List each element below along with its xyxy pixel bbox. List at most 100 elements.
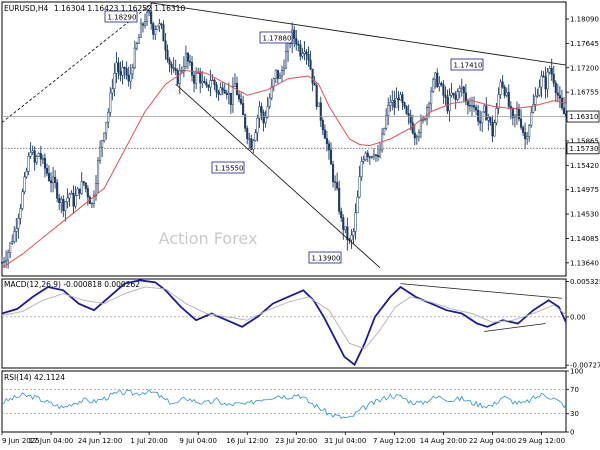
candle-body bbox=[19, 208, 22, 219]
candle-body bbox=[383, 127, 386, 135]
candle-body bbox=[62, 198, 65, 211]
candle-body bbox=[43, 157, 46, 169]
candle-body bbox=[135, 43, 138, 49]
candle-body bbox=[401, 94, 404, 103]
candle-body bbox=[548, 68, 551, 73]
price-frame bbox=[1, 1, 567, 277]
x-tick-label: 14 Aug 20:00 bbox=[420, 437, 467, 445]
candle-body bbox=[117, 62, 120, 72]
candle-body bbox=[203, 80, 206, 83]
candle-body bbox=[133, 47, 136, 68]
candle-body bbox=[450, 92, 453, 96]
candle-body bbox=[303, 51, 306, 54]
candle-body bbox=[37, 153, 40, 157]
candle-body bbox=[336, 182, 339, 189]
candle-body bbox=[123, 67, 126, 69]
candle-body bbox=[78, 188, 81, 194]
candle-body bbox=[309, 59, 312, 70]
candle-body bbox=[323, 129, 326, 139]
macd-panel: MACD(12,26,9) -0.000818 0.000262 bbox=[1, 279, 567, 367]
candle-body bbox=[517, 109, 521, 120]
price-y-tick-label: 1.15420 bbox=[570, 162, 599, 170]
candle-body bbox=[256, 117, 259, 133]
trendline bbox=[175, 83, 381, 269]
candle-body bbox=[409, 115, 412, 124]
candle-body bbox=[477, 109, 480, 122]
candle-body bbox=[317, 102, 320, 107]
rsi-panel: RSI(14) 42.1124 bbox=[1, 373, 567, 419]
candle-body bbox=[501, 81, 504, 88]
candle-body bbox=[452, 92, 455, 96]
candle-body bbox=[47, 173, 51, 181]
candle-body bbox=[436, 72, 439, 87]
candle-body bbox=[13, 231, 16, 242]
candle-body bbox=[103, 132, 106, 141]
price-y-tick-label: 1.17645 bbox=[570, 40, 599, 48]
candle-body bbox=[464, 92, 467, 101]
rsi-y-tick-label: 70 bbox=[570, 386, 579, 394]
candle-body bbox=[45, 168, 49, 174]
candle-body bbox=[350, 234, 353, 241]
candle-body bbox=[101, 140, 104, 148]
candle-body bbox=[530, 112, 533, 126]
candle-body bbox=[240, 98, 243, 104]
candle-body bbox=[489, 117, 492, 123]
candle-body bbox=[70, 192, 73, 195]
candle-body bbox=[80, 181, 83, 194]
candle-body bbox=[334, 181, 337, 183]
rsi-header: RSI(14) 42.1124 bbox=[4, 373, 65, 382]
candle-body bbox=[352, 231, 355, 236]
candle-body bbox=[552, 73, 555, 84]
candle-body bbox=[246, 128, 249, 140]
candle-body bbox=[354, 212, 357, 232]
candle-body bbox=[524, 132, 527, 140]
x-tick-label: 7 Aug 12:00 bbox=[373, 437, 416, 445]
rsi-frame bbox=[1, 370, 567, 433]
symbol-label: EURUSD,H4 bbox=[4, 4, 48, 13]
swing-label-box bbox=[259, 31, 293, 44]
candle-body bbox=[190, 61, 194, 76]
rsi-y-tick-label: 30 bbox=[570, 410, 579, 418]
candle-body bbox=[262, 112, 265, 124]
rsi-y-tick-label: 0 bbox=[570, 429, 574, 437]
candle-body bbox=[254, 132, 257, 141]
candle-body bbox=[252, 140, 255, 150]
candle-body bbox=[282, 67, 286, 71]
candle-body bbox=[25, 171, 28, 178]
candle-body bbox=[278, 75, 281, 79]
candle-body bbox=[11, 241, 14, 244]
candle-body bbox=[462, 86, 465, 94]
candle-body bbox=[546, 71, 549, 90]
candle-body bbox=[454, 94, 457, 100]
candle-body bbox=[115, 62, 118, 74]
candle-body bbox=[215, 84, 218, 93]
candle-body bbox=[362, 159, 365, 162]
x-tick-label: 16 Jul 12:00 bbox=[226, 437, 268, 445]
candle-body bbox=[556, 92, 559, 96]
swing-label-text: 1.13900 bbox=[312, 255, 341, 263]
candle-body bbox=[483, 105, 486, 113]
candle-body bbox=[164, 40, 167, 51]
candle-body bbox=[374, 154, 378, 156]
candle-body bbox=[475, 107, 478, 111]
macd-frame bbox=[1, 278, 567, 369]
swing-label-box bbox=[450, 58, 484, 71]
candle-body bbox=[172, 67, 175, 69]
macd-trendline bbox=[400, 283, 562, 299]
candle-body bbox=[385, 115, 388, 129]
candle-body bbox=[440, 82, 443, 85]
watermark: Action Forex bbox=[159, 229, 258, 248]
macd-trendline bbox=[484, 323, 546, 332]
candle-body bbox=[207, 84, 210, 88]
candle-body bbox=[109, 92, 112, 113]
candle-body bbox=[31, 150, 34, 153]
candle-body bbox=[423, 118, 427, 120]
candle-body bbox=[258, 106, 261, 119]
candle-body bbox=[554, 82, 557, 93]
axis-layer: 1.18090 1.17645 1.17200 1.16755 1.16310 1.158… bbox=[1, 15, 600, 445]
candle-body bbox=[495, 108, 498, 123]
candle-body bbox=[54, 176, 57, 183]
candle-body bbox=[39, 153, 42, 160]
candle-body bbox=[2, 261, 6, 263]
